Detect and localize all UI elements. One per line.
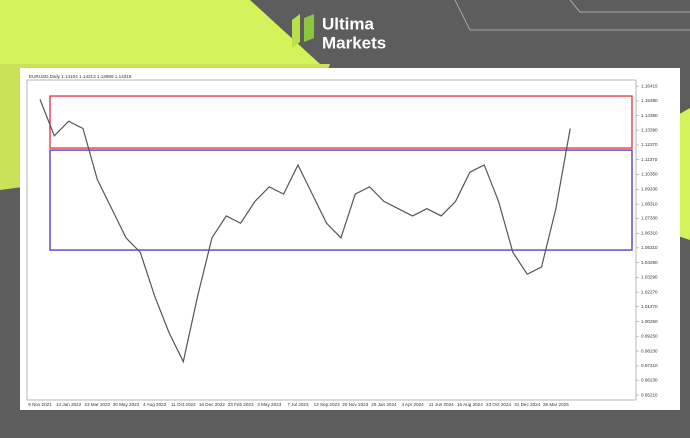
y-tick-label: 1.15390 xyxy=(641,98,658,103)
y-tick-label: 0.96230 xyxy=(641,377,658,382)
x-tick-label: 16 Aug 2024 xyxy=(457,402,483,407)
y-tick-label: 1.14380 xyxy=(641,113,658,118)
chart-title: EURUSD,Daily 1.14104 1.14213 1.13989 1.1… xyxy=(29,74,132,79)
y-tick-label: 1.13390 xyxy=(641,127,658,132)
y-tick-label: 0.99250 xyxy=(641,333,658,338)
y-tick-label: 1.00250 xyxy=(641,319,658,324)
x-tick-label: 31 Dec 2024 xyxy=(514,402,540,407)
x-tick-label: 30 May 2022 xyxy=(113,402,140,407)
y-tick-label: 1.03290 xyxy=(641,275,658,280)
y-tick-label: 1.10350 xyxy=(641,172,658,177)
decor-line xyxy=(454,0,690,31)
brand-line1: Ultima xyxy=(322,14,375,33)
y-tick-label: 0.98230 xyxy=(641,348,658,353)
chart-panel xyxy=(20,68,680,410)
x-tick-label: 9 Nov 2021 xyxy=(28,402,52,407)
x-tick-label: 7 Jul 2023 xyxy=(287,402,309,407)
decor-line xyxy=(569,0,690,13)
x-tick-label: 14 Jan 2022 xyxy=(56,402,82,407)
y-tick-label: 1.04290 xyxy=(641,260,658,265)
x-tick-label: 4 Aug 2022 xyxy=(143,402,167,407)
y-tick-label: 1.07330 xyxy=(641,216,658,221)
y-tick-label: 1.01270 xyxy=(641,304,658,309)
y-tick-label: 1.08310 xyxy=(641,201,658,206)
y-tick-label: 1.02270 xyxy=(641,289,658,294)
y-tick-label: 1.09330 xyxy=(641,187,658,192)
zone xyxy=(49,149,633,251)
logo xyxy=(292,14,314,48)
y-tick-label: 0.95210 xyxy=(641,392,658,397)
x-tick-label: 11 Jun 2024 xyxy=(429,402,454,407)
bg-band xyxy=(0,0,320,64)
plot-frame xyxy=(26,79,637,401)
y-tick-label: 1.11370 xyxy=(641,157,658,162)
x-tick-label: 23 Oct 2024 xyxy=(486,402,511,407)
y-tick-label: 0.97210 xyxy=(641,363,658,368)
y-tick-label: 1.05310 xyxy=(641,245,658,250)
x-tick-label: 20 Nov 2023 xyxy=(342,402,368,407)
x-tick-label: 23 Feb 2023 xyxy=(228,402,254,407)
brand-line2: Markets xyxy=(322,33,386,52)
price-line xyxy=(39,99,571,364)
y-tick-label: 1.06310 xyxy=(641,231,658,236)
x-tick-label: 13 Sep 2023 xyxy=(314,402,341,407)
y-tick-label: 1.16415 xyxy=(641,83,658,88)
x-tick-label: 4 Apr 2024 xyxy=(401,402,424,407)
x-tick-label: 29 Jan 2024 xyxy=(371,402,397,407)
x-tick-label: 28 Mar 2025 xyxy=(543,402,569,407)
x-tick-label: 11 Oct 2022 xyxy=(171,402,196,407)
zone xyxy=(49,95,633,149)
x-tick-label: 3 May 2023 xyxy=(257,402,281,407)
x-tick-label: 23 Mar 2022 xyxy=(84,402,110,407)
y-tick-label: 1.12370 xyxy=(641,142,658,147)
x-tick-label: 16 Dec 2022 xyxy=(199,402,225,407)
